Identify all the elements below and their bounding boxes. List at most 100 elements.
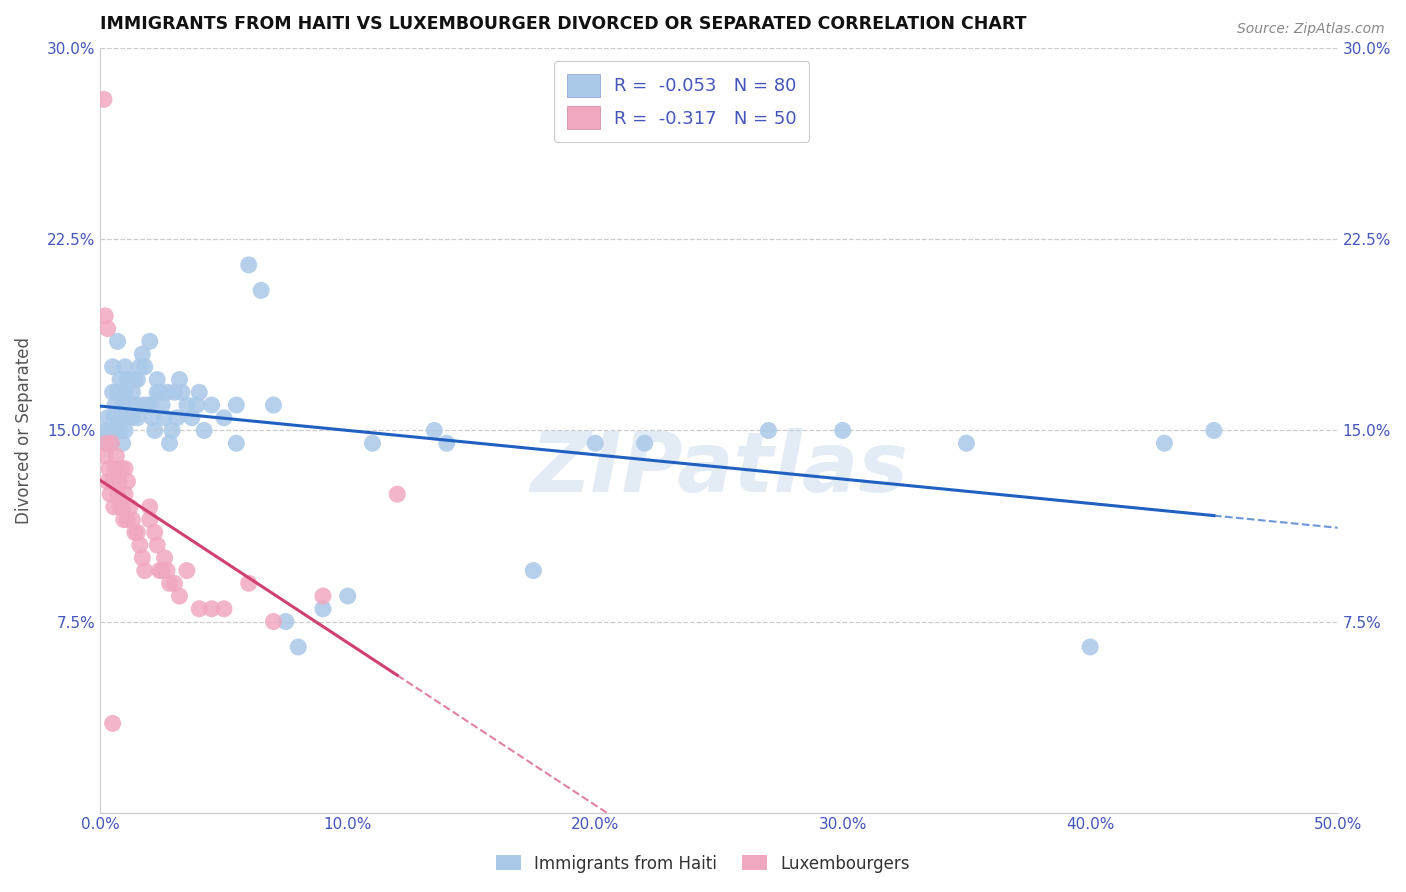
Point [831,424,853,438]
Point [114,424,136,438]
Point [238,258,260,272]
Point [105,449,128,463]
Point [758,424,780,438]
Point [312,589,335,603]
Point [146,373,169,387]
Point [201,601,224,615]
Point [101,385,124,400]
Point [156,564,179,578]
Point [104,398,127,412]
Text: IMMIGRANTS FROM HAITI VS LUXEMBOURGER DIVORCED OR SEPARATED CORRELATION CHART: IMMIGRANTS FROM HAITI VS LUXEMBOURGER DI… [100,15,1026,33]
Point [114,385,136,400]
Point [160,424,183,438]
Point [225,436,247,450]
Point [522,564,544,578]
Point [139,500,162,514]
Point [117,475,139,489]
Point [111,500,134,514]
Point [103,500,125,514]
Point [114,461,136,475]
Legend: R =  -0.053   N = 80, R =  -0.317   N = 50: R = -0.053 N = 80, R = -0.317 N = 50 [554,62,810,142]
Point [121,385,143,400]
Point [127,373,149,387]
Point [94,449,117,463]
Legend: Immigrants from Haiti, Luxembourgers: Immigrants from Haiti, Luxembourgers [489,848,917,880]
Point [1078,640,1101,654]
Point [163,576,186,591]
Point [111,436,134,450]
Point [97,424,120,438]
Point [107,385,129,400]
Point [100,436,122,450]
Point [118,500,141,514]
Point [127,410,149,425]
Point [186,398,208,412]
Point [117,410,139,425]
Point [159,436,181,450]
Text: ZIPatlas: ZIPatlas [530,428,908,509]
Point [101,716,124,731]
Point [124,525,146,540]
Point [114,359,136,374]
Point [1153,436,1175,450]
Point [312,601,335,615]
Point [225,398,247,412]
Point [96,436,118,450]
Point [146,385,169,400]
Point [107,487,129,501]
Text: Source: ZipAtlas.com: Source: ZipAtlas.com [1237,22,1385,37]
Point [166,410,188,425]
Point [136,398,159,412]
Point [149,564,172,578]
Point [180,410,202,425]
Point [101,475,124,489]
Point [100,436,122,450]
Point [212,601,235,615]
Point [153,410,176,425]
Point [146,538,169,552]
Point [121,410,143,425]
Point [336,589,359,603]
Point [134,359,156,374]
Point [583,436,606,450]
Point [212,410,235,425]
Point [150,564,173,578]
Point [250,284,273,298]
Point [112,513,135,527]
Point [121,513,143,527]
Point [143,424,166,438]
Point [201,398,224,412]
Point [107,334,129,349]
Point [97,475,120,489]
Point [238,576,260,591]
Point [94,309,117,323]
Point [124,398,146,412]
Point [118,373,141,387]
Point [169,589,191,603]
Point [131,398,153,412]
Point [1202,424,1225,438]
Point [387,487,409,501]
Point [94,436,117,450]
Point [143,525,166,540]
Point [139,334,162,349]
Point [108,475,131,489]
Point [263,398,285,412]
Y-axis label: Divorced or Separated: Divorced or Separated [15,337,32,524]
Point [105,410,128,425]
Point [361,436,384,450]
Point [104,461,127,475]
Point [153,550,176,565]
Point [97,321,120,335]
Point [127,525,149,540]
Point [101,359,124,374]
Point [156,385,179,400]
Point [108,373,131,387]
Point [436,436,458,450]
Point [97,410,120,425]
Point [104,424,127,438]
Point [103,410,125,425]
Point [955,436,977,450]
Point [139,398,162,412]
Point [128,538,150,552]
